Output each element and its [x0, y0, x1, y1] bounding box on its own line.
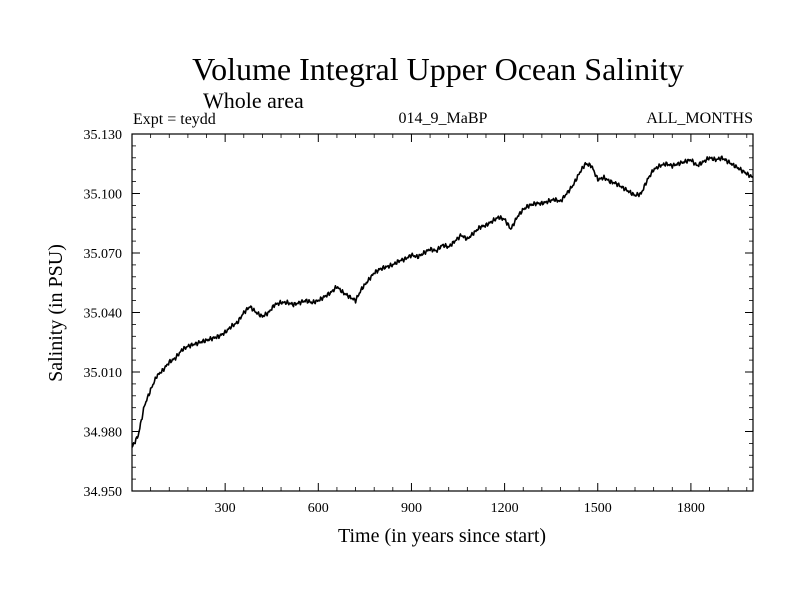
y-tick-label: 35.070	[84, 247, 123, 262]
y-tick-label: 35.010	[84, 366, 123, 381]
run-label: 014_9_MaBP	[399, 110, 488, 127]
x-tick-label: 600	[308, 501, 329, 516]
x-axis-label: Time (in years since start)	[338, 525, 546, 547]
plot-frame	[131, 133, 754, 492]
chart-subtitle: Whole area	[203, 88, 304, 113]
y-tick-label: 34.950	[84, 485, 123, 500]
y-axis-label: Salinity (in PSU)	[45, 244, 67, 382]
months-label: ALL_MONTHS	[646, 110, 753, 127]
salinity-series-line	[131, 155, 754, 448]
y-tick-label: 35.040	[84, 307, 123, 322]
x-tick-label: 1200	[491, 501, 519, 516]
x-tick-label: 900	[401, 501, 422, 516]
y-tick-label: 35.130	[84, 128, 123, 143]
y-axis: 34.950 34.980 35.010 35.040 35.070 35.100 35.1…	[84, 128, 753, 500]
x-tick-label: 1800	[677, 501, 705, 516]
x-tick-label: 300	[215, 501, 236, 516]
x-tick-label: 1500	[584, 501, 612, 516]
x-axis: 300 600 900 1200 1500 1800	[150, 134, 748, 516]
chart-title: Volume Integral Upper Ocean Salinity	[192, 51, 684, 87]
expt-label: Expt = teydd	[133, 111, 216, 128]
y-tick-label: 34.980	[84, 426, 123, 441]
y-tick-label: 35.100	[84, 188, 123, 203]
